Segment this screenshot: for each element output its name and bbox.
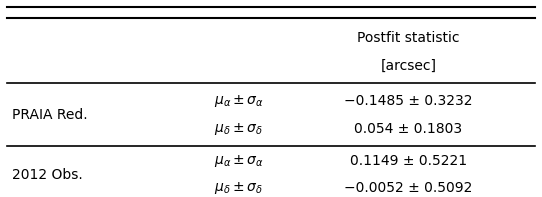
Text: 0.1149 ± 0.5221: 0.1149 ± 0.5221 <box>350 154 467 168</box>
Text: Postfit statistic: Postfit statistic <box>357 31 460 45</box>
Text: 2012 Obs.: 2012 Obs. <box>12 167 83 181</box>
Text: 0.054 ± 0.1803: 0.054 ± 0.1803 <box>354 122 462 136</box>
Text: $\mu_\alpha \pm \sigma_\alpha$: $\mu_\alpha \pm \sigma_\alpha$ <box>214 153 263 169</box>
Text: [arcsec]: [arcsec] <box>380 59 436 72</box>
Text: $\mu_\delta \pm \sigma_\delta$: $\mu_\delta \pm \sigma_\delta$ <box>214 180 263 196</box>
Text: −0.1485 ± 0.3232: −0.1485 ± 0.3232 <box>344 94 473 108</box>
Text: $\mu_\delta \pm \sigma_\delta$: $\mu_\delta \pm \sigma_\delta$ <box>214 121 263 137</box>
Text: −0.0052 ± 0.5092: −0.0052 ± 0.5092 <box>344 181 473 195</box>
Text: $\mu_\alpha \pm \sigma_\alpha$: $\mu_\alpha \pm \sigma_\alpha$ <box>214 93 263 109</box>
Text: PRAIA Red.: PRAIA Red. <box>12 108 88 122</box>
